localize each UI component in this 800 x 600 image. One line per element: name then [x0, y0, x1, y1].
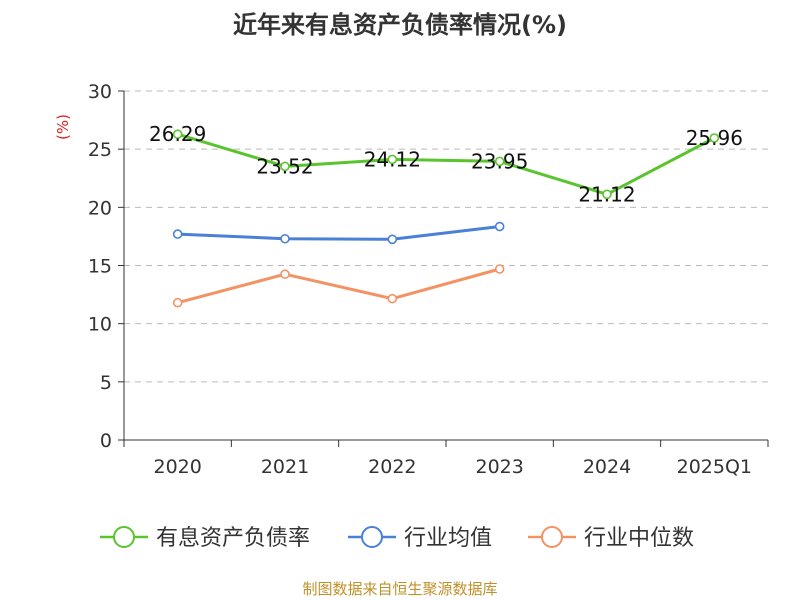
- data-labels: 26.29 23.52 24.12 23.95 21.12 25.96: [149, 122, 743, 206]
- data-label-2025Q1: 25.96: [686, 126, 743, 150]
- source-note: 制图数据来自恒生聚源数据库: [302, 580, 497, 598]
- series-1-point-2022: [388, 235, 396, 243]
- y-tick-label-15: 15: [88, 256, 112, 278]
- series-2-point-2021: [281, 270, 289, 278]
- series-line-2: [178, 269, 500, 303]
- data-label-2020: 26.29: [149, 122, 206, 146]
- data-label-2023: 23.95: [471, 149, 528, 173]
- y-tick-label-30: 30: [88, 81, 112, 103]
- x-tick-label-2021: 2021: [261, 456, 309, 478]
- legend: 有息资产负债率 行业均值 行业中位数: [100, 526, 694, 551]
- x-tick-label-2025Q1: 2025Q1: [677, 456, 752, 478]
- series-2-point-2022: [388, 295, 396, 303]
- y-tick-label-5: 5: [100, 372, 112, 394]
- x-tick-label-2020: 2020: [153, 456, 201, 478]
- y-unit-label: (%): [54, 114, 72, 140]
- legend-marker-1: [362, 527, 382, 547]
- series-1-point-2023: [496, 223, 504, 231]
- series-line-1: [178, 227, 500, 240]
- legend-marker-2: [542, 527, 562, 547]
- series-1-point-2021: [281, 235, 289, 243]
- legend-marker-0: [114, 527, 134, 547]
- chart-title: 近年来有息资产负债率情况(%): [233, 11, 567, 39]
- y-tick-label-25: 25: [88, 139, 112, 161]
- legend-label-2: 行业中位数: [584, 526, 694, 551]
- series-2-point-2023: [496, 265, 504, 273]
- legend-label-0: 有息资产负债率: [156, 526, 310, 551]
- y-tick-label-0: 0: [100, 430, 112, 452]
- legend-label-1: 行业均值: [404, 526, 492, 551]
- y-tick-label-20: 20: [88, 197, 112, 219]
- series-layer: [174, 130, 719, 307]
- data-label-2022: 24.12: [364, 147, 421, 171]
- x-tick-label-2022: 2022: [368, 456, 416, 478]
- series-1-point-2020: [174, 230, 182, 238]
- data-label-2021: 23.52: [256, 154, 313, 178]
- x-tick-label-2023: 2023: [475, 456, 523, 478]
- y-tick-label-10: 10: [88, 314, 112, 336]
- series-2-point-2020: [174, 299, 182, 307]
- x-tick-label-2024: 2024: [583, 456, 631, 478]
- data-label-2024: 21.12: [578, 182, 635, 206]
